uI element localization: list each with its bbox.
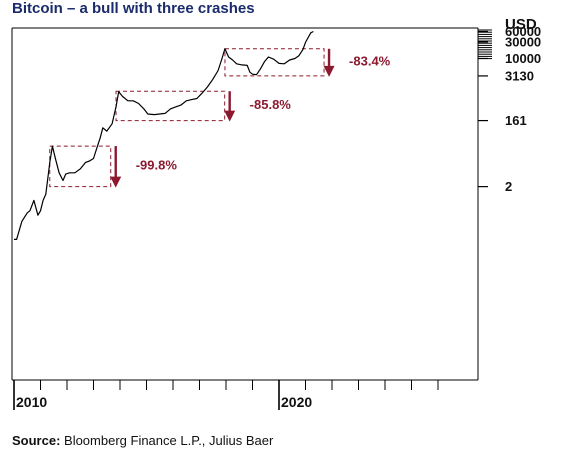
crash-arrow-head: [224, 110, 236, 122]
y-tick-label: 30000: [505, 34, 541, 49]
crash-box: [49, 145, 112, 188]
axis-ticks: [13, 29, 492, 410]
crash-arrow-head: [323, 65, 335, 77]
x-tick-label: 2020: [281, 394, 312, 410]
crash-arrow-head: [110, 176, 122, 188]
crash-label: -83.4%: [349, 53, 391, 68]
source-label: Source:: [12, 433, 61, 448]
x-tick-label: 2010: [16, 394, 47, 410]
crash-label: -99.8%: [136, 157, 178, 172]
y-tick-label: 161: [505, 113, 527, 128]
chart-frame: [11, 27, 479, 381]
crash-label: -85.8%: [250, 97, 292, 112]
y-unit-label: USD: [505, 16, 537, 33]
y-tick-label: 10000: [505, 51, 541, 66]
crash-box: [115, 90, 226, 122]
source-note: Source: Bloomberg Finance L.P., Julius B…: [12, 433, 273, 448]
y-tick-label: 60000: [505, 24, 541, 39]
y-tick-label: 3130: [505, 68, 534, 83]
y-tick-label: 2: [505, 179, 512, 194]
price-line: [14, 30, 314, 240]
crash-boxes: [49, 48, 335, 188]
source-text: Bloomberg Finance L.P., Julius Baer: [60, 433, 274, 448]
chart-title: Bitcoin – a bull with three crashes: [12, 0, 255, 17]
crash-box: [224, 48, 325, 77]
